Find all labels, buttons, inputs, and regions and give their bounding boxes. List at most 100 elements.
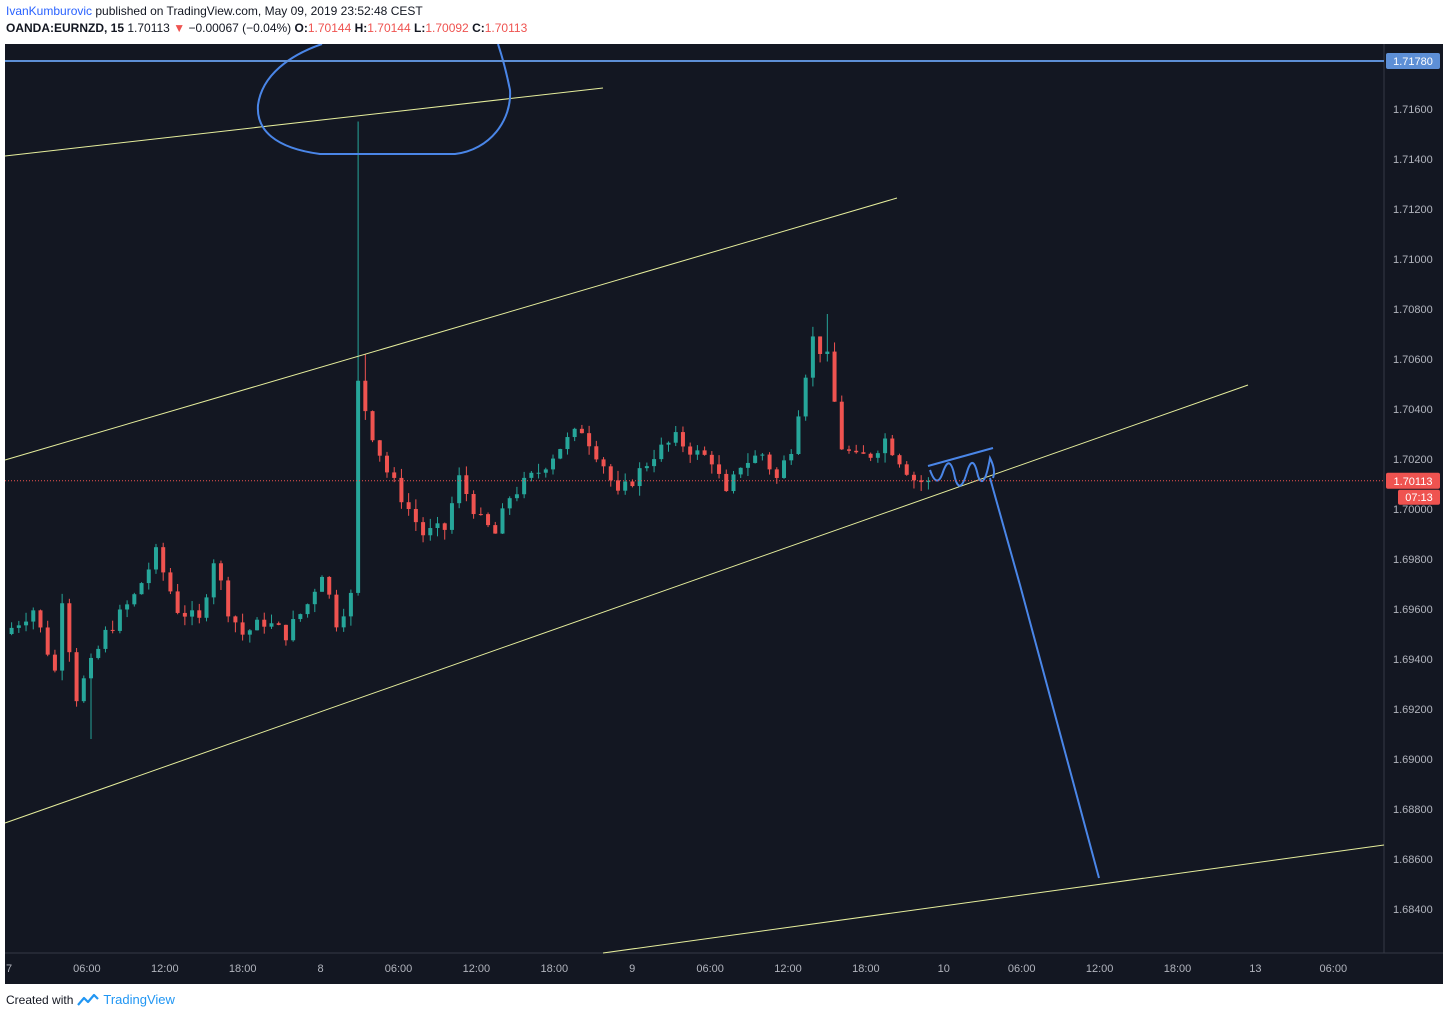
candle-body[interactable] — [52, 654, 57, 671]
candle-body[interactable] — [543, 469, 548, 473]
candle-body[interactable] — [753, 455, 758, 463]
candle-body[interactable] — [255, 619, 260, 631]
candle-body[interactable] — [370, 411, 375, 441]
candle-body[interactable] — [247, 630, 252, 635]
candle-body[interactable] — [103, 629, 108, 649]
candle-body[interactable] — [558, 449, 563, 459]
candle-body[interactable] — [356, 380, 361, 593]
candle-body[interactable] — [637, 468, 642, 487]
candle-body[interactable] — [926, 480, 931, 483]
candle-body[interactable] — [449, 503, 454, 530]
author-link[interactable]: IvanKumburovic — [6, 4, 93, 18]
channel-line-bottom[interactable] — [602, 844, 1385, 954]
candle-body[interactable] — [644, 466, 649, 469]
candle-body[interactable] — [529, 472, 534, 478]
candle-body[interactable] — [623, 481, 628, 491]
candle-body[interactable] — [161, 547, 166, 573]
candle-body[interactable] — [117, 609, 122, 631]
candle-body[interactable] — [240, 622, 245, 635]
candle-body[interactable] — [825, 351, 830, 354]
candle-body[interactable] — [435, 523, 440, 529]
candle-body[interactable] — [464, 475, 469, 495]
candle-body[interactable] — [312, 591, 317, 605]
candle-body[interactable] — [702, 450, 707, 455]
candle-body[interactable] — [31, 610, 36, 622]
candle-body[interactable] — [384, 455, 389, 473]
candle-body[interactable] — [868, 453, 873, 458]
plot-area[interactable] — [5, 44, 1384, 953]
channel-line-lower[interactable] — [4, 384, 1249, 824]
candle-body[interactable] — [861, 452, 866, 454]
candle-body[interactable] — [659, 444, 664, 460]
candle-body[interactable] — [348, 592, 353, 617]
candle-body[interactable] — [226, 580, 231, 617]
candle-body[interactable] — [74, 652, 79, 702]
candle-body[interactable] — [500, 508, 505, 534]
candle-body[interactable] — [854, 450, 859, 453]
candle-body[interactable] — [782, 460, 787, 478]
candle-body[interactable] — [182, 612, 187, 617]
candle-body[interactable] — [413, 509, 418, 523]
candle-body[interactable] — [125, 604, 130, 610]
candle-body[interactable] — [392, 472, 397, 478]
candle-body[interactable] — [175, 591, 180, 613]
candle-body[interactable] — [839, 401, 844, 450]
candle-body[interactable] — [89, 657, 94, 679]
candle-body[interactable] — [442, 523, 447, 530]
candle-body[interactable] — [486, 514, 491, 526]
candle-body[interactable] — [233, 616, 238, 623]
candle-body[interactable] — [197, 610, 202, 618]
candle-body[interactable] — [24, 621, 29, 626]
candle-body[interactable] — [146, 569, 151, 584]
candle-body[interactable] — [767, 454, 772, 470]
candle-body[interactable] — [399, 477, 404, 503]
candle-body[interactable] — [60, 603, 65, 671]
candle-body[interactable] — [262, 619, 267, 627]
candle-body[interactable] — [45, 627, 50, 655]
candle-body[interactable] — [522, 477, 527, 495]
candle-body[interactable] — [507, 498, 512, 509]
time-axis[interactable] — [5, 953, 1443, 984]
candle-body[interactable] — [897, 455, 902, 465]
tradingview-brand[interactable]: TradingView — [103, 992, 175, 1007]
candle-body[interactable] — [551, 458, 556, 470]
candle-body[interactable] — [269, 623, 274, 627]
candle-body[interactable] — [810, 336, 815, 378]
candle-body[interactable] — [211, 563, 216, 598]
candle-body[interactable] — [796, 416, 801, 454]
candle-body[interactable] — [652, 459, 657, 467]
candle-body[interactable] — [9, 627, 14, 634]
candle-body[interactable] — [363, 380, 368, 412]
candle-body[interactable] — [738, 467, 743, 475]
candle-body[interactable] — [406, 502, 411, 510]
symbol-label[interactable]: OANDA:EURNZD, 15 — [6, 21, 125, 35]
candle-body[interactable] — [666, 442, 671, 445]
candle-body[interactable] — [818, 336, 823, 354]
candle-body[interactable] — [760, 454, 765, 456]
candle-body[interactable] — [890, 438, 895, 456]
candle-body[interactable] — [421, 522, 426, 536]
channel-line-upper-outer[interactable] — [4, 87, 604, 157]
candle-body[interactable] — [731, 474, 736, 492]
candle-body[interactable] — [218, 563, 223, 581]
candle-body[interactable] — [745, 462, 750, 468]
candle-body[interactable] — [579, 428, 584, 434]
candle-body[interactable] — [717, 464, 722, 474]
candle-body[interactable] — [153, 547, 158, 570]
candle-body[interactable] — [334, 594, 339, 628]
candle-body[interactable] — [377, 440, 382, 456]
candle-body[interactable] — [341, 616, 346, 628]
wedge-line-drawing[interactable] — [927, 447, 994, 467]
candle-body[interactable] — [846, 449, 851, 451]
candle-body[interactable] — [493, 525, 498, 534]
candle-body[interactable] — [803, 377, 808, 417]
candle-body[interactable] — [428, 528, 433, 536]
candle-body[interactable] — [724, 473, 729, 492]
candle-body[interactable] — [16, 625, 21, 628]
candle-body[interactable] — [132, 594, 137, 605]
candle-body[interactable] — [471, 494, 476, 515]
candle-body[interactable] — [514, 494, 519, 499]
candle-body[interactable] — [572, 428, 577, 438]
candle-body[interactable] — [680, 432, 685, 447]
candle-body[interactable] — [67, 603, 72, 653]
